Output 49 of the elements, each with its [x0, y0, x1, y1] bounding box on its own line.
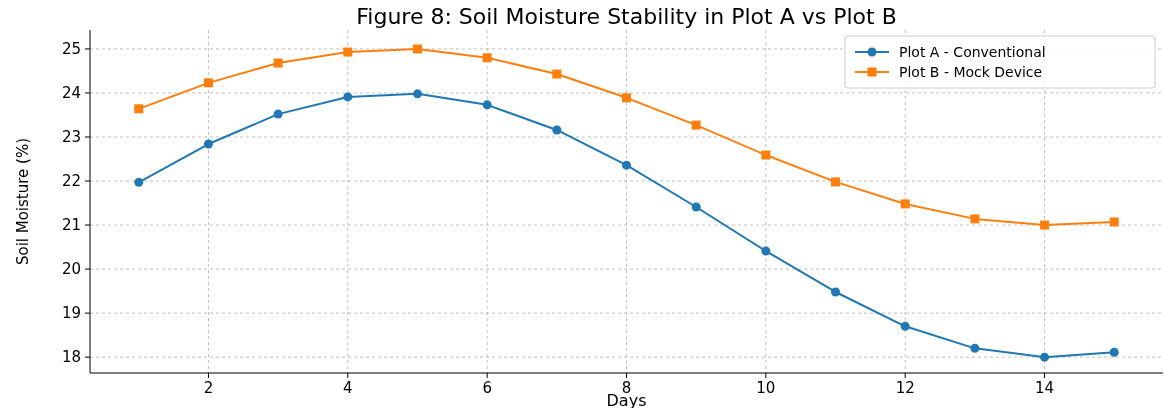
point [273, 58, 283, 68]
point [1040, 352, 1050, 362]
x-tick-label: 8 [621, 379, 632, 397]
point [691, 120, 701, 130]
point [970, 214, 980, 224]
y-tick-label: 24 [61, 84, 81, 103]
point [134, 177, 144, 187]
point [831, 287, 841, 297]
point [831, 177, 841, 187]
point [273, 109, 283, 119]
point [343, 47, 353, 57]
point [900, 199, 910, 209]
x-tick-label: 10 [756, 379, 776, 397]
point [552, 69, 562, 79]
point [691, 202, 701, 212]
y-tick-label: 25 [61, 40, 81, 59]
point [134, 104, 144, 114]
point [622, 160, 631, 170]
point [761, 246, 771, 256]
point [482, 53, 492, 63]
y-tick-label: 23 [61, 128, 81, 147]
y-tick-label: 20 [61, 260, 81, 279]
point [482, 100, 492, 110]
x-tick-label: 12 [895, 379, 915, 397]
point [970, 343, 980, 353]
chart-title: Figure 8: Soil Moisture Stability in Plot A vs Plot B [356, 4, 897, 29]
point [343, 92, 353, 102]
point [900, 321, 910, 331]
point [552, 125, 562, 135]
y-axis-title: Soil Moisture (%) [14, 137, 32, 266]
point [761, 150, 771, 160]
y-tick-label: 18 [61, 348, 81, 367]
y-tick-label: 19 [61, 304, 81, 323]
point [412, 89, 422, 99]
point [203, 78, 213, 88]
legend-label: Plot A - Conventional [899, 43, 1046, 60]
point [1109, 347, 1119, 357]
point [622, 93, 631, 103]
x-tick-label: 14 [1035, 379, 1055, 397]
point [1040, 220, 1050, 230]
point [412, 44, 422, 54]
x-tick-label: 4 [343, 379, 353, 397]
legend-label: Plot B - Mock Device [899, 63, 1043, 80]
point [203, 139, 213, 149]
x-tick-label: 6 [482, 379, 492, 397]
y-tick-label: 21 [61, 216, 81, 235]
point [1109, 217, 1119, 227]
y-tick-label: 22 [61, 172, 81, 191]
x-tick-label: 2 [203, 379, 214, 397]
